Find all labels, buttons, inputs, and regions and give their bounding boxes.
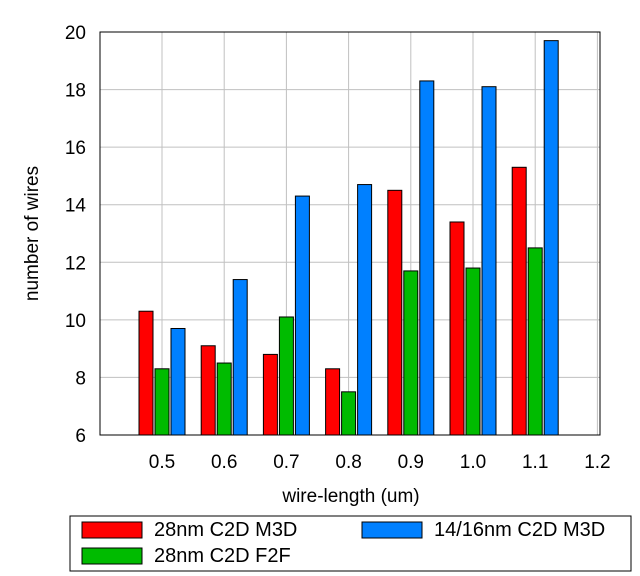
x-tick-label: 1.2: [584, 452, 610, 473]
bar-1-0.5: [138, 310, 154, 436]
x-tick-label: 1.1: [522, 452, 548, 473]
y-axis-label: number of wires: [22, 166, 43, 301]
x-tick-label: 0.6: [211, 452, 237, 473]
bar-3-0.9: [419, 80, 435, 436]
bar-3-1.0: [481, 86, 497, 436]
bar-2-0.8: [341, 391, 357, 436]
legend-swatch: [81, 521, 143, 539]
bar-3-0.6: [232, 279, 248, 436]
legend: 28nm C2D M3D 28nm C2D F2F 14/16nm C2D M3D: [69, 515, 632, 572]
bar-3-0.7: [294, 195, 310, 436]
bar-2-0.5: [154, 368, 170, 436]
bar-1-0.6: [200, 345, 216, 436]
y-tick-label: 10: [65, 311, 86, 332]
bar-1-1.0: [449, 221, 465, 436]
legend-swatch: [361, 521, 423, 539]
bar-1-0.8: [325, 368, 341, 436]
y-tick-label: 16: [65, 138, 86, 159]
bar-3-0.5: [170, 327, 186, 436]
legend-label: 14/16nm C2D M3D: [434, 519, 605, 541]
bar-3-1.1: [543, 40, 559, 436]
y-tick-label: 18: [65, 81, 86, 102]
x-tick-label: 0.5: [149, 452, 175, 473]
y-tick-label: 14: [65, 196, 87, 217]
legend-box: [69, 515, 632, 572]
bar-1-0.7: [262, 353, 278, 436]
y-tick-label: 6: [75, 426, 86, 447]
x-tick-label: 0.7: [273, 452, 299, 473]
legend-label: 28nm C2D M3D: [154, 519, 297, 541]
x-tick-label: 1.0: [460, 452, 486, 473]
legend-swatch: [81, 547, 143, 565]
tick-labels: 6 8 10 12 14 16 18 20 0.5 0.6 0.7 0.8 0.9 1.0 1.1 1.2: [65, 23, 611, 473]
x-tick-label: 0.8: [335, 452, 361, 473]
bar-2-0.6: [216, 362, 232, 436]
plot-frame: [99, 31, 601, 436]
x-tick-label: 0.9: [398, 452, 424, 473]
bar-1-0.9: [387, 189, 403, 436]
y-tick-label: 20: [65, 23, 86, 44]
bar-2-0.7: [278, 316, 294, 436]
bar-1-1.1: [511, 166, 527, 436]
legend-label: 28nm C2D F2F: [154, 545, 291, 567]
bar-2-1.1: [527, 247, 543, 436]
bar-2-1.0: [465, 267, 481, 436]
x-axis-label: wire-length (um): [281, 486, 419, 507]
bar-3-0.8: [357, 184, 373, 436]
y-tick-label: 12: [65, 253, 86, 274]
bar-2-0.9: [403, 270, 419, 436]
y-tick-label: 8: [75, 368, 86, 389]
